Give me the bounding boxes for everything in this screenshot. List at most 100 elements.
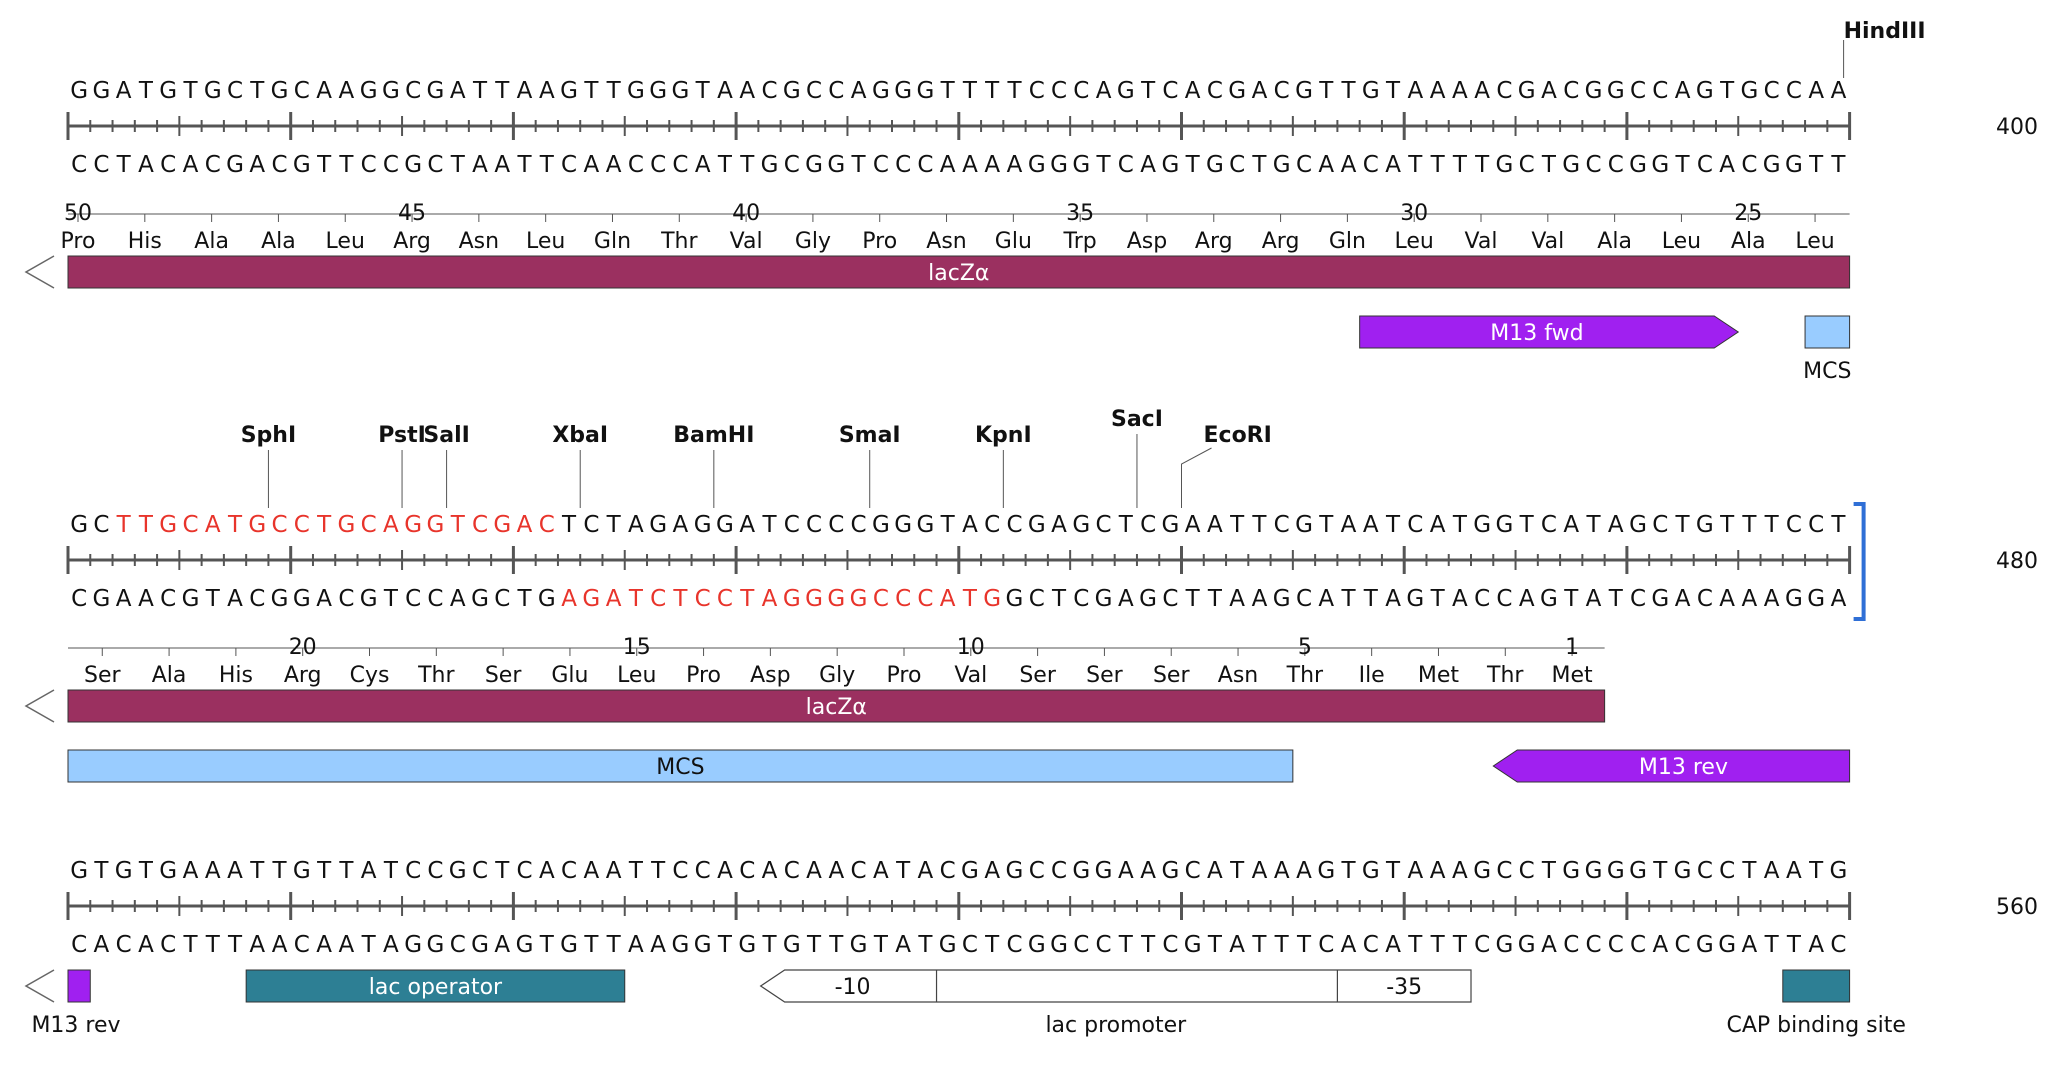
base-top: G <box>1117 78 1135 104</box>
feature-mcs[interactable]: MCS <box>1803 315 1851 384</box>
base-top: G <box>872 512 890 538</box>
base-top: G <box>1006 858 1024 884</box>
enzyme-label[interactable]: SacI <box>1111 407 1163 432</box>
enzyme-label[interactable]: SphI <box>241 423 296 448</box>
base-bottom: G <box>1651 152 1669 178</box>
amino-acid: Leu <box>617 663 656 688</box>
base-top: A <box>339 78 355 104</box>
feature-m13-rev[interactable]: M13 rev <box>24 969 121 1038</box>
base-bottom: T <box>1430 932 1446 958</box>
base-top: C <box>1496 78 1512 104</box>
base-bottom: T <box>761 932 777 958</box>
amino-acid: Val <box>730 229 763 254</box>
base-bottom: G <box>1006 586 1024 612</box>
base-top: C <box>1407 512 1423 538</box>
base-bottom: G <box>182 586 200 612</box>
base-top: C <box>1786 78 1802 104</box>
base-top: G <box>1072 512 1090 538</box>
base-bottom: G <box>538 586 556 612</box>
base-top: G <box>70 858 88 884</box>
base-bottom: T <box>316 152 332 178</box>
feature-m13-fwd[interactable]: M13 fwd <box>1359 315 1740 349</box>
base-top: A <box>739 512 755 538</box>
base-top: A <box>851 78 867 104</box>
base-top: A <box>361 858 377 884</box>
base-top: T <box>1118 512 1134 538</box>
base-bottom: A <box>984 152 1000 178</box>
enzyme-label[interactable]: PstI <box>378 423 426 448</box>
enzyme-label[interactable]: BamHI <box>673 423 754 448</box>
base-bottom: G <box>1629 152 1647 178</box>
feature-label: lacZα <box>928 261 989 286</box>
amino-acid: Arg <box>1262 229 1300 254</box>
base-top: C <box>294 78 310 104</box>
base-top: G <box>716 512 734 538</box>
base-top: G <box>649 78 667 104</box>
base-bottom: T <box>1452 932 1468 958</box>
base-top: G <box>1562 858 1580 884</box>
enzyme-label[interactable]: SalI <box>423 423 469 448</box>
feature-lacz-[interactable]: lacZα <box>24 689 1606 723</box>
base-top: A <box>1430 858 1446 884</box>
feature-lacz-[interactable]: lacZα <box>24 255 1851 289</box>
amino-acid: Asn <box>926 229 966 254</box>
enzyme-label[interactable]: HindIII <box>1844 19 1926 44</box>
base-bottom: T <box>1541 152 1557 178</box>
base-bottom: G <box>805 152 823 178</box>
base-top: T <box>1006 78 1022 104</box>
base-top: T <box>695 78 711 104</box>
feature-bar <box>1804 315 1851 349</box>
base-bottom: C <box>205 152 221 178</box>
base-top: T <box>472 78 488 104</box>
base-bottom: A <box>1318 152 1334 178</box>
base-bottom: T <box>828 932 844 958</box>
base-top: A <box>1430 512 1446 538</box>
base-top: A <box>1563 512 1579 538</box>
base-top: A <box>1786 858 1802 884</box>
base-top: T <box>249 858 265 884</box>
amino-acid: Asp <box>750 663 790 688</box>
enzyme-label[interactable]: SmaI <box>839 423 901 448</box>
enzyme-label[interactable]: KpnI <box>975 423 1032 448</box>
base-bottom: T <box>1563 586 1579 612</box>
feature-lac-promoter[interactable]: -10 -35 lac promoter <box>759 969 1472 1038</box>
feature-cap-binding-site[interactable]: CAP binding site <box>1726 969 1906 1038</box>
base-bottom: A <box>895 932 911 958</box>
base-top: A <box>205 512 221 538</box>
amino-acid: Met <box>1552 663 1594 688</box>
feature-m13-rev[interactable]: M13 rev <box>1492 749 1851 783</box>
base-bottom: A <box>1229 586 1245 612</box>
feature-bar <box>1492 749 1851 783</box>
base-top: A <box>762 858 778 884</box>
base-bottom: C <box>1363 152 1379 178</box>
base-top: T <box>249 78 265 104</box>
base-bottom: A <box>138 586 154 612</box>
base-bottom: A <box>94 932 110 958</box>
base-top: G <box>337 512 355 538</box>
base-bottom: T <box>383 586 399 612</box>
base-bottom: T <box>606 932 622 958</box>
base-top: A <box>1118 858 1134 884</box>
base-bottom: G <box>805 586 823 612</box>
base-bottom: C <box>1029 586 1045 612</box>
base-top: C <box>1519 858 1535 884</box>
base-bottom: G <box>738 932 756 958</box>
base-top: T <box>1652 858 1668 884</box>
base-bottom: G <box>1540 586 1558 612</box>
base-top: A <box>828 858 844 884</box>
base-top: G <box>1072 858 1090 884</box>
enzyme-label[interactable]: XbaI <box>552 423 608 448</box>
base-top: G <box>1095 858 1113 884</box>
enzyme-label[interactable]: EcoRI <box>1204 423 1272 448</box>
amino-acid: Ala <box>261 229 296 254</box>
base-bottom: C <box>272 152 288 178</box>
feature-mcs[interactable]: MCS <box>67 749 1294 783</box>
base-bottom: C <box>294 932 310 958</box>
base-top: C <box>1029 858 1045 884</box>
continuation-arrow <box>24 969 55 1003</box>
base-bottom: C <box>1608 932 1624 958</box>
feature-lac-operator[interactable]: lac operator <box>245 969 626 1003</box>
amino-acid: Ala <box>1597 229 1632 254</box>
base-bottom: T <box>539 932 555 958</box>
